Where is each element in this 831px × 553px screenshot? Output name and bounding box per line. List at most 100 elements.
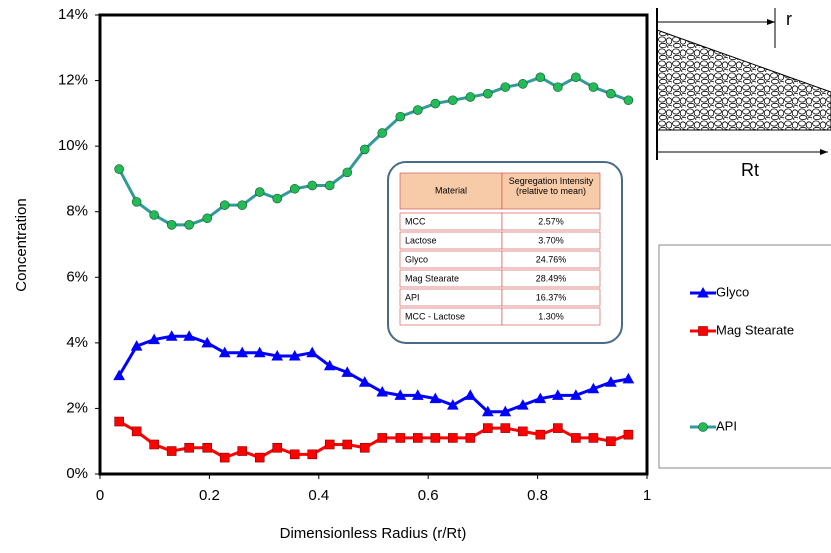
data-point xyxy=(150,440,159,449)
data-point xyxy=(536,73,545,82)
data-point xyxy=(238,447,247,456)
x-tick-label: 0.2 xyxy=(199,487,220,504)
data-point xyxy=(360,443,369,452)
data-point xyxy=(325,181,334,190)
data-point xyxy=(115,165,124,174)
y-tick-label: 14% xyxy=(58,6,88,23)
x-tick-label: 0.6 xyxy=(418,487,439,504)
data-point xyxy=(483,424,492,433)
data-point xyxy=(466,92,475,101)
data-point xyxy=(606,89,615,98)
x-axis-title: Dimensionless Radius (r/Rt) xyxy=(280,525,467,542)
chart: Dimensionless Radius (r/Rt) Concentratio… xyxy=(0,0,831,548)
table-text: 16.37% xyxy=(536,292,567,302)
data-point xyxy=(589,433,598,442)
data-point xyxy=(255,188,264,197)
y-tick-label: 10% xyxy=(58,137,88,154)
data-point xyxy=(378,433,387,442)
data-point xyxy=(273,443,282,452)
table-text: 3.70% xyxy=(538,235,564,245)
data-point xyxy=(571,433,580,442)
data-point xyxy=(518,79,527,88)
total-radius-label: Rt xyxy=(741,160,759,180)
legend-label: Glyco xyxy=(716,284,749,299)
data-point xyxy=(167,447,176,456)
x-tick-label: 0.8 xyxy=(527,487,548,504)
data-point xyxy=(413,433,422,442)
table-header: Material xyxy=(435,185,467,195)
table-text: 2.57% xyxy=(538,216,564,226)
data-point xyxy=(571,73,580,82)
data-point xyxy=(308,181,317,190)
data-point xyxy=(624,430,633,439)
data-point xyxy=(115,417,124,426)
data-point xyxy=(185,443,194,452)
data-point xyxy=(343,168,352,177)
y-tick-label: 6% xyxy=(66,268,88,285)
data-point xyxy=(518,427,527,436)
data-point xyxy=(483,89,492,98)
data-point xyxy=(185,220,194,229)
x-tick-label: 0 xyxy=(96,487,104,504)
y-tick-label: 2% xyxy=(66,399,88,416)
legend-marker xyxy=(699,423,708,432)
data-point xyxy=(431,99,440,108)
data-point xyxy=(501,424,510,433)
x-tick-label: 0.4 xyxy=(308,487,329,504)
data-point xyxy=(238,201,247,210)
data-point xyxy=(624,96,633,105)
inset-table: Material Segregation Intensity (relative… xyxy=(388,162,622,343)
data-point xyxy=(606,437,615,446)
y-axis-title: Concentration xyxy=(13,198,30,291)
data-point xyxy=(553,424,562,433)
data-point xyxy=(448,433,457,442)
data-point xyxy=(589,83,598,92)
data-point xyxy=(220,453,229,462)
table-header: Segregation Intensity (relative to mean) xyxy=(502,173,600,196)
table-text: 24.76% xyxy=(536,254,567,264)
table-text: Glyco xyxy=(405,254,428,264)
data-point xyxy=(255,453,264,462)
data-point xyxy=(378,129,387,138)
y-tick-label: 8% xyxy=(66,203,88,220)
y-tick-label: 0% xyxy=(66,465,88,482)
data-point xyxy=(396,433,405,442)
data-point xyxy=(501,83,510,92)
y-tick-label: 4% xyxy=(66,334,88,351)
x-tick-label: 1 xyxy=(643,487,651,504)
legend-label: API xyxy=(716,418,737,433)
table-text: Lactose xyxy=(405,235,437,245)
data-point xyxy=(290,184,299,193)
data-point xyxy=(448,96,457,105)
data-point xyxy=(220,201,229,210)
data-point xyxy=(413,106,422,115)
data-point xyxy=(343,440,352,449)
data-point xyxy=(167,220,176,229)
table-text: Mag Stearate xyxy=(405,273,459,283)
legend-marker xyxy=(699,327,708,336)
data-point xyxy=(132,197,141,206)
table-text: 28.49% xyxy=(536,273,567,283)
legend xyxy=(659,245,831,468)
table-text: 1.30% xyxy=(538,311,564,321)
data-point xyxy=(308,450,317,459)
data-point xyxy=(360,145,369,154)
data-point xyxy=(290,450,299,459)
data-point xyxy=(466,433,475,442)
legend-label: Mag Stearate xyxy=(716,322,794,337)
table-text: MCC - Lactose xyxy=(405,311,465,321)
data-point xyxy=(553,83,562,92)
data-point xyxy=(536,430,545,439)
data-point xyxy=(431,433,440,442)
y-tick-label: 12% xyxy=(58,72,88,89)
pile-diagram: r Rt xyxy=(657,8,831,180)
data-point xyxy=(203,214,212,223)
table-text: API xyxy=(405,292,420,302)
data-point xyxy=(325,440,334,449)
data-point xyxy=(132,427,141,436)
data-point xyxy=(396,112,405,121)
data-point xyxy=(273,194,282,203)
data-point xyxy=(203,443,212,452)
table-text: MCC xyxy=(405,216,426,226)
radius-label: r xyxy=(786,9,792,29)
